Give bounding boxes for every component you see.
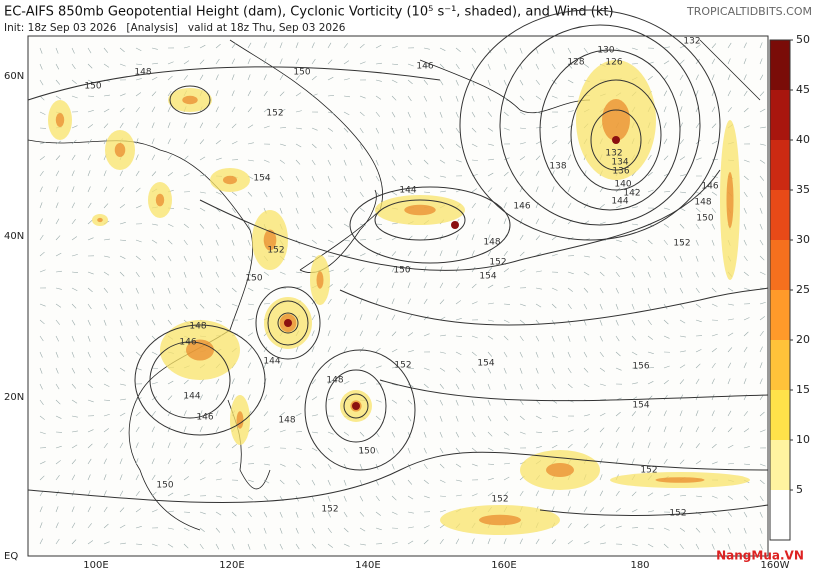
contour-label: 132 — [683, 37, 700, 47]
vorticity-core — [602, 99, 630, 141]
contour-label: 136 — [612, 167, 629, 177]
colorbar-label: 45 — [796, 83, 810, 96]
contour-label: 148 — [134, 68, 151, 78]
contour-label: 126 — [605, 58, 622, 68]
colorbar-band — [770, 390, 790, 440]
contour-label: 148 — [694, 198, 711, 208]
contour-label: 146 — [513, 202, 530, 212]
colorbar-band — [770, 190, 790, 240]
contour-label: 150 — [358, 447, 375, 457]
contour-label: 152 — [267, 246, 284, 256]
colorbar-label: 20 — [796, 333, 810, 346]
subtitle: Init: 18z Sep 03 2026 [Analysis] valid a… — [4, 22, 346, 34]
vorticity-core — [156, 194, 164, 207]
lon-label: 120E — [219, 560, 244, 571]
lon-label: 140E — [355, 560, 380, 571]
contour-label: 128 — [567, 58, 584, 68]
contour-label: 150 — [156, 481, 173, 491]
contour-label: 148 — [483, 238, 500, 248]
contour-label: 150 — [293, 68, 310, 78]
contour-label: 146 — [179, 338, 196, 348]
lat-label: 60N — [4, 71, 24, 82]
lon-label: 180 — [630, 560, 649, 571]
vorticity-max — [352, 402, 360, 410]
contour-label: 152 — [673, 239, 690, 249]
contour-label: 154 — [479, 272, 496, 282]
contour-label: 146 — [416, 62, 433, 72]
vorticity-core — [317, 271, 324, 289]
vorticity-max — [284, 319, 292, 327]
contour-label: 144 — [611, 197, 628, 207]
contour-label: 156 — [632, 362, 649, 372]
lat-label: 40N — [4, 231, 24, 242]
contour-label: 152 — [640, 466, 657, 476]
colorbar-label: 50 — [796, 33, 810, 46]
colorbar-band — [770, 40, 790, 90]
contour-label: 152 — [321, 505, 338, 515]
vorticity-core — [182, 96, 197, 104]
vorticity-core — [115, 143, 126, 157]
colorbar-label: 40 — [796, 133, 810, 146]
contour-label: 148 — [278, 416, 295, 426]
contour-label: 154 — [253, 174, 270, 184]
vorticity-core — [404, 205, 436, 216]
contour-label: 152 — [489, 258, 506, 268]
contour-label: 152 — [669, 509, 686, 519]
contour-label: 154 — [632, 401, 649, 411]
vorticity-max — [451, 221, 459, 229]
colorbar-label: 30 — [796, 233, 810, 246]
site-credit: TROPICALTIDBITS.COM — [686, 5, 812, 18]
colorbar-band — [770, 140, 790, 190]
lon-label: 100E — [83, 560, 108, 571]
watermark: NangMua.VN — [716, 549, 804, 563]
lat-label: 20N — [4, 392, 24, 403]
title: EC-AIFS 850mb Geopotential Height (dam),… — [4, 5, 614, 20]
lon-label: 160E — [491, 560, 516, 571]
colorbar-label: 5 — [796, 483, 803, 496]
contour-label: 144 — [263, 357, 280, 367]
contour-label: 152 — [394, 361, 411, 371]
colorbar-band — [770, 490, 790, 540]
contour-label: 148 — [189, 322, 206, 332]
contour-label: 146 — [196, 413, 213, 423]
vorticity-core — [656, 477, 705, 483]
vorticity-core — [727, 172, 734, 228]
colorbar-label: 25 — [796, 283, 810, 296]
colorbar-band — [770, 440, 790, 490]
contour-label: 130 — [597, 46, 614, 56]
vorticity-core — [479, 515, 521, 526]
colorbar-label: 35 — [796, 183, 810, 196]
contour-label: 150 — [696, 214, 713, 224]
contour-label: 144 — [183, 392, 200, 402]
vorticity-core — [223, 176, 237, 184]
contour-label: 150 — [84, 82, 101, 92]
contour-label: 152 — [266, 109, 283, 119]
colorbar-band — [770, 290, 790, 340]
contour-label: 150 — [245, 274, 262, 284]
vorticity-core — [97, 218, 103, 222]
colorbar-band — [770, 90, 790, 140]
vorticity-core — [237, 411, 244, 429]
vorticity-core — [546, 463, 574, 477]
contour-label: 152 — [491, 495, 508, 505]
contour-label: 150 — [393, 266, 410, 276]
colorbar-label: 10 — [796, 433, 810, 446]
contour-label: 146 — [701, 182, 718, 192]
lat-label: EQ — [4, 551, 18, 562]
contour-label: 154 — [477, 359, 494, 369]
contour-label: 144 — [399, 186, 416, 196]
colorbar-band — [770, 240, 790, 290]
contour-label: 148 — [326, 376, 343, 386]
vorticity-core — [56, 113, 64, 127]
contour-label: 138 — [549, 162, 566, 172]
vorticity-max — [612, 136, 620, 144]
colorbar-band — [770, 340, 790, 390]
colorbar-label: 15 — [796, 383, 810, 396]
